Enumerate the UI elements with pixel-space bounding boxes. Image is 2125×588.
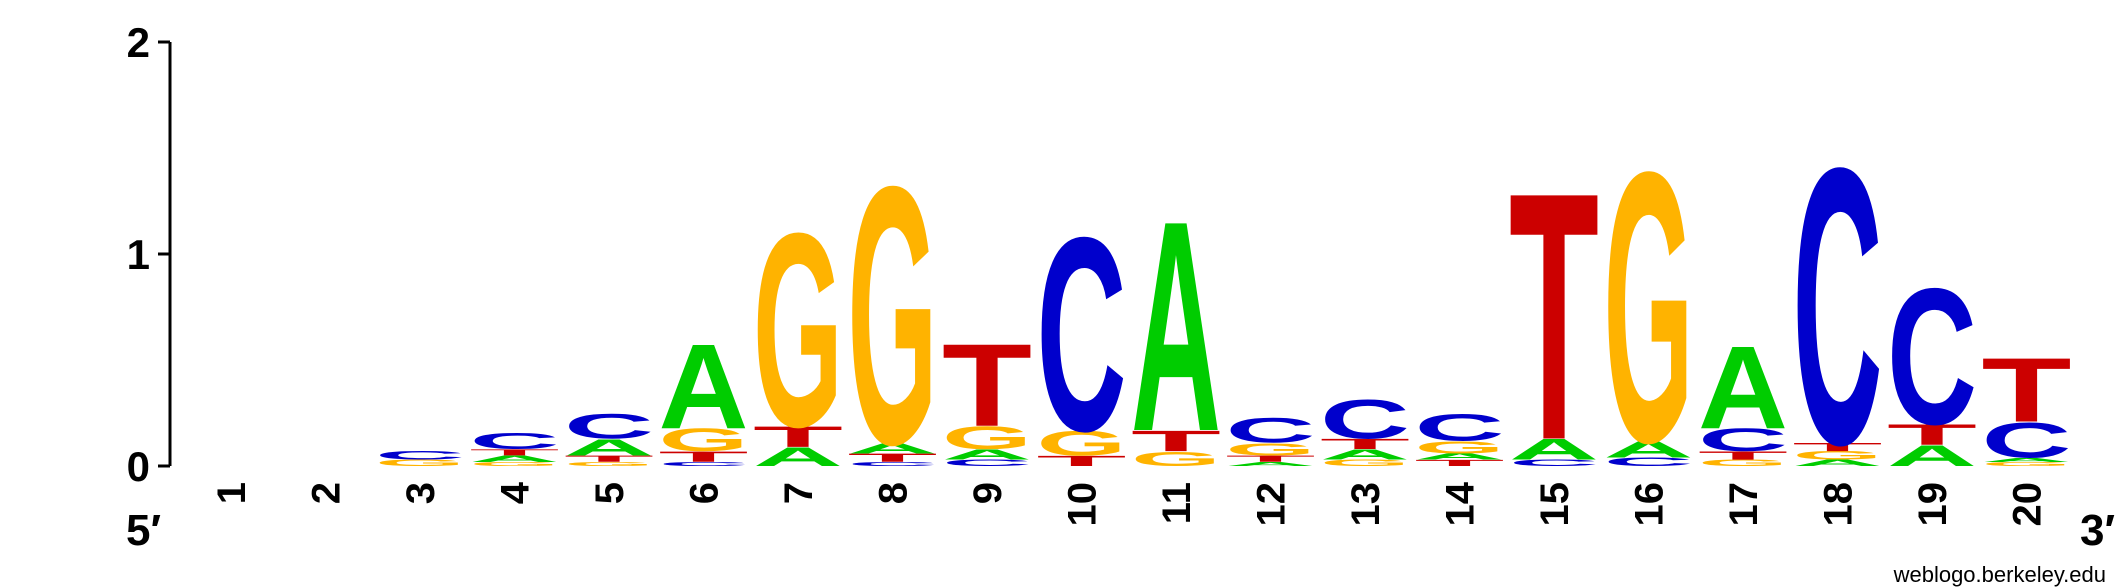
x-position-label: 18 (1817, 482, 1861, 527)
y-tick-label: 1 (127, 231, 150, 278)
x-position-label: 10 (1061, 482, 1105, 527)
x-position-label: 15 (1533, 482, 1577, 527)
y-tick-label: 2 (127, 19, 150, 66)
logo-letter-G: G (1604, 92, 1694, 523)
x-position-label: 12 (1250, 482, 1294, 527)
x-position-label: 20 (2006, 482, 2050, 527)
logo-letter-G: G (753, 175, 843, 484)
x-position-label: 13 (1344, 482, 1388, 527)
x-position-label: 17 (1722, 482, 1766, 527)
x-position-label: 6 (683, 482, 727, 504)
logo-letter-A: A (659, 319, 749, 454)
logo-letter-C: C (1037, 181, 1127, 489)
x-position-label: 14 (1439, 481, 1483, 526)
logo-letter-C: C (1793, 85, 1883, 526)
logo-letter-G: G (848, 109, 938, 520)
x-position-label: 9 (966, 482, 1010, 504)
y-axis: 0 1 2 (127, 19, 170, 490)
x-position-label: 3 (399, 482, 443, 504)
logo-letter-C: C (1320, 389, 1410, 451)
logo-letter-C: C (1887, 247, 1977, 465)
logo-letter-T: T (1509, 120, 1599, 514)
logo-letter-A: A (1698, 321, 1788, 453)
x-position-label: 1 (210, 482, 254, 504)
x-position-label: 19 (1911, 482, 1955, 527)
logo-letter-C: C (564, 407, 654, 446)
x-position-label: 11 (1155, 482, 1199, 524)
x-axis-labels: 1 2 3 4 5 6 7 8 9 10 11 12 13 14 15 16 17 18 19 20 (210, 481, 2050, 526)
x-position-label: 8 (872, 482, 916, 504)
logo-letter-C: C (1415, 406, 1505, 449)
x-position-label: 16 (1628, 482, 1672, 527)
logo-letter-C: C (375, 449, 465, 462)
logo-letter-T: T (942, 320, 1032, 452)
x-position-label: 2 (305, 482, 349, 504)
logo-letter-C: C (1226, 411, 1316, 450)
logo-letter-C: C (470, 428, 560, 454)
logo-letter-T: T (1982, 339, 2072, 441)
x-position-label: 7 (777, 482, 821, 504)
five-prime-label: 5′ (126, 506, 161, 555)
credit-text: weblogo.berkeley.edu (1893, 562, 2106, 587)
y-tick-label: 0 (127, 443, 150, 490)
three-prime-label: 3′ (2080, 506, 2115, 555)
logo-letter-A: A (1131, 158, 1221, 494)
x-position-label: 4 (494, 481, 538, 504)
x-position-label: 5 (588, 482, 632, 504)
